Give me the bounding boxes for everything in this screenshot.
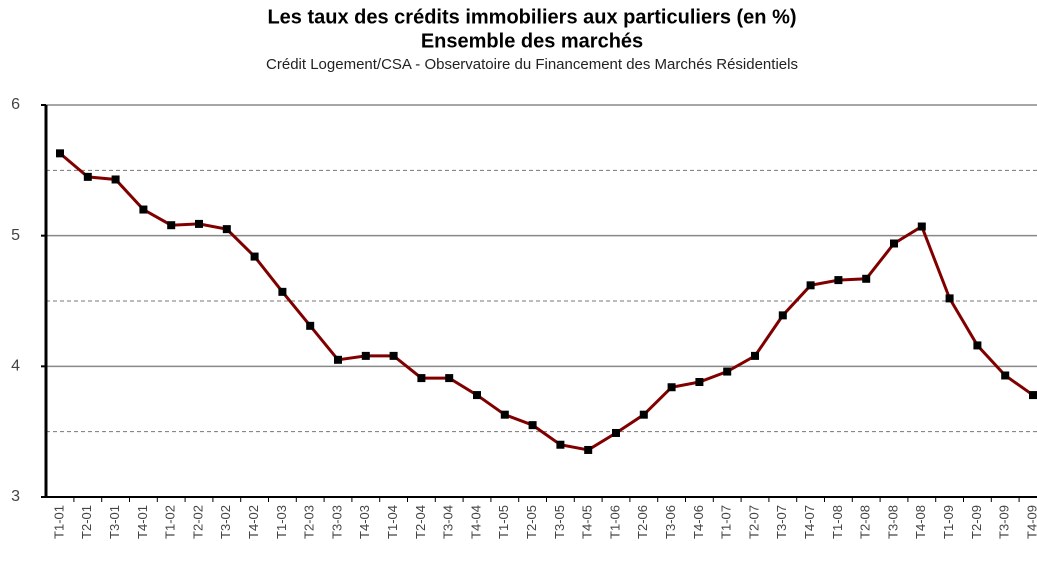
marker: [862, 274, 871, 283]
marker: [723, 367, 732, 376]
marker: [834, 276, 843, 285]
marker: [751, 351, 759, 360]
marker: [528, 421, 537, 430]
marker: [334, 355, 342, 364]
x-tick-label: T3-05: [552, 505, 567, 539]
x-tick-label: T3-06: [663, 505, 678, 539]
x-tick-label: T2-09: [969, 505, 984, 539]
x-tick-label: T4-03: [357, 505, 372, 539]
chart-title: Ensemble des marchés: [421, 30, 643, 52]
marker: [56, 149, 64, 158]
marker: [639, 410, 648, 419]
x-tick-label: T1-08: [830, 505, 845, 539]
marker: [556, 440, 565, 449]
y-tick-label: 6: [11, 96, 20, 113]
x-tick-label: T1-06: [607, 505, 622, 539]
x-tick-label: T4-07: [802, 505, 817, 539]
marker: [222, 225, 231, 234]
x-tick-label: T2-05: [524, 505, 539, 539]
marker: [945, 294, 954, 303]
marker: [389, 351, 398, 360]
marker: [139, 205, 148, 214]
marker: [1029, 391, 1037, 400]
x-tick-label: T4-02: [246, 505, 261, 539]
x-tick-label: T2-06: [635, 505, 650, 539]
line: [59, 152, 1034, 452]
x-tick-label: T2-03: [302, 505, 317, 539]
plot: T1-01 T2-01 T3-01 T4-01 T1-02 T2-02 T3-02 T4-02…: [46, 104, 1037, 539]
x-tick-label: T2-08: [858, 505, 873, 539]
y-tick-label: 4: [11, 358, 20, 375]
x-tick-label: T3-03: [329, 505, 344, 539]
marker: [83, 172, 92, 181]
x-tick-label: T1-07: [719, 505, 734, 539]
marker: [167, 221, 176, 230]
marker: [612, 428, 620, 437]
marker: [417, 374, 426, 383]
marker: [890, 239, 898, 248]
x-tick-label: T1-05: [496, 505, 511, 539]
x-tick-label: T4-06: [691, 505, 706, 539]
x-tick-label: T3-08: [885, 505, 900, 539]
x-tick-label: T2-07: [746, 505, 761, 539]
x-tick-label: T3-07: [774, 505, 789, 539]
marker: [917, 222, 926, 231]
marker: [500, 410, 509, 419]
x-tick-label: T4-01: [135, 505, 150, 539]
y-tick-label: 3: [11, 488, 20, 505]
x-tick-label: T4-04: [468, 505, 483, 539]
x-tick-label: T3-09: [997, 505, 1012, 539]
marker: [473, 391, 481, 400]
marker: [306, 321, 315, 330]
marker: [1001, 371, 1010, 380]
x-tick-label: T4-08: [913, 505, 928, 539]
marker: [111, 175, 120, 184]
x-tick-label: T4-05: [580, 505, 595, 539]
marker: [778, 311, 787, 320]
chart-subtitle: Crédit Logement/CSA - Observatoire du Fi…: [266, 56, 798, 73]
x-tick-label: T2-04: [413, 505, 428, 539]
marker: [695, 378, 704, 387]
marker: [250, 252, 259, 261]
chart-title: Les taux des crédits immobiliers aux par…: [267, 6, 796, 28]
marker: [584, 445, 593, 454]
marker: [667, 383, 676, 392]
marker: [806, 281, 815, 290]
x-tick-label: T1-02: [163, 505, 178, 539]
marker: [278, 287, 287, 296]
x-tick-label: T1-09: [941, 505, 956, 539]
x-tick-label: T3-04: [441, 505, 456, 539]
marker: [973, 341, 982, 350]
x-tick-label: T4-09: [1024, 505, 1037, 539]
x-tick-label: T3-02: [218, 505, 233, 539]
x-tick-label: T1-04: [385, 505, 400, 539]
x-tick-label: T3-01: [107, 505, 122, 539]
marker: [361, 351, 370, 360]
x-tick-label: T2-01: [79, 505, 94, 539]
x-tick-label: T1-03: [274, 505, 289, 539]
marker: [195, 219, 203, 228]
x-tick-label: T1-01: [51, 505, 66, 539]
marker: [445, 374, 454, 383]
x-tick-label: T2-02: [190, 505, 205, 539]
y-tick-label: 5: [11, 227, 20, 244]
